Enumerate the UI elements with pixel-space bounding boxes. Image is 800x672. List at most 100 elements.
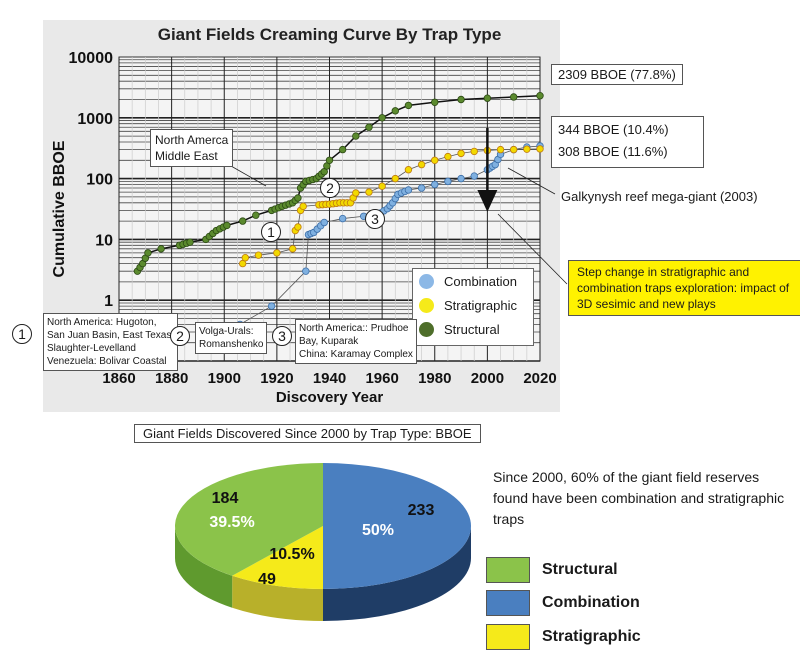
combination-percent-label: 50% — [362, 522, 394, 539]
x-tick-label: 1940 — [313, 370, 346, 387]
structural-value-label: 184 — [212, 490, 239, 507]
data-point — [299, 202, 307, 211]
x-tick-label: 1980 — [418, 370, 451, 387]
x-tick-label: 1960 — [365, 370, 398, 387]
data-point — [325, 156, 334, 164]
legend-label: Stratigraphic — [444, 297, 517, 313]
pie-legend-structural: Structural — [486, 557, 618, 583]
data-point — [365, 188, 373, 196]
note-line: North America: Hugoton, — [47, 317, 157, 328]
data-point — [536, 92, 544, 100]
data-point — [378, 182, 386, 190]
marker-2: 2 — [320, 178, 340, 198]
data-point — [252, 211, 260, 219]
stratigraphic-value-label: 49 — [258, 571, 276, 588]
note-line: Venezuela: Bolivar Coastal — [47, 356, 167, 367]
data-point — [483, 94, 492, 102]
legend-structural: Structural — [413, 317, 533, 341]
data-point — [338, 214, 347, 223]
marker-3: 3 — [365, 209, 385, 229]
data-point — [144, 249, 152, 257]
data-point — [157, 245, 165, 253]
x-tick-label: 2000 — [471, 370, 504, 387]
data-point — [294, 194, 302, 202]
data-point — [391, 107, 399, 115]
x-tick-label: 1920 — [260, 370, 293, 387]
data-point — [238, 217, 247, 225]
data-point — [496, 145, 505, 154]
pie-legend-stratigraphic: Stratigraphic — [486, 624, 641, 650]
legend-combination: Combination — [413, 269, 533, 293]
note-line: Volga-Urals: — [199, 326, 254, 337]
leader-line — [507, 167, 556, 195]
y-tick-label: 1000 — [77, 111, 113, 128]
data-point — [431, 156, 439, 164]
data-point — [352, 189, 360, 197]
step-change-note: Step change in stratigraphic and combina… — [568, 260, 800, 316]
x-tick-label: 1900 — [208, 370, 241, 387]
data-point — [509, 145, 518, 154]
legend-label: Combination — [542, 594, 640, 611]
legend-label: Combination — [444, 273, 517, 289]
stratigraphic-swatch-icon — [486, 624, 530, 650]
data-point — [536, 145, 544, 153]
data-point — [509, 93, 518, 101]
legend-label: Structural — [542, 561, 618, 578]
north-america-middle-east-label: North Amerca Middle East — [150, 129, 234, 167]
data-point — [288, 245, 297, 253]
leader-line — [497, 213, 568, 285]
pie-side-combination — [323, 526, 471, 621]
note-marker-1: 1 — [12, 324, 32, 344]
data-point — [241, 254, 249, 262]
galkynysh-annotation: Galkynysh reef mega-giant (2003) — [561, 189, 758, 204]
combination-dot-icon — [419, 273, 434, 289]
data-point — [457, 174, 465, 183]
note-marker-2: 2 — [170, 326, 190, 346]
structural-swatch-icon — [486, 557, 530, 583]
data-point — [470, 172, 478, 180]
pie-slice-combination — [323, 463, 471, 589]
chart-title: Giant Fields Creaming Curve By Trap Type — [158, 25, 502, 44]
x-tick-label: 2020 — [523, 370, 556, 387]
data-point — [404, 166, 413, 174]
data-point — [320, 218, 328, 227]
structural-percent-label: 39.5% — [209, 514, 254, 531]
data-point — [417, 160, 426, 169]
structural-dot-icon — [419, 321, 434, 337]
structural-total-label: 2309 BBOE (77.8%) — [551, 64, 683, 85]
data-point — [457, 95, 465, 104]
legend-stratigraphic: Stratigraphic — [413, 293, 533, 317]
legend-label: Structural — [444, 321, 500, 337]
pie-side-structural — [175, 526, 233, 608]
stratigraphic-total-label: 308 BBOE (11.6%) — [558, 144, 668, 159]
data-point — [186, 238, 194, 246]
pie-slice-stratigraphic — [232, 526, 323, 589]
pie-legend-combination: Combination — [486, 590, 640, 616]
pie-title: Giant Fields Discovered Since 2000 by Tr… — [134, 424, 481, 443]
pie-side-stratigraphic — [232, 575, 323, 621]
note-line: Romanshenko — [199, 339, 264, 350]
y-axis-label: Cumulative BBOE — [51, 140, 68, 277]
note-1: North America: Hugoton, San Juan Basin, … — [43, 313, 179, 371]
note-line: Slaughter-Levelland — [47, 343, 136, 354]
creaming-curve-chart: Giant Fields Creaming Curve By Trap Type… — [51, 25, 568, 406]
series-line-stratigraphic — [242, 148, 541, 264]
note-3: North America:: Prudhoe Bay, Kuparak Chi… — [295, 319, 417, 364]
note-line: Bay, Kuparak — [299, 336, 359, 347]
data-point — [444, 177, 452, 186]
data-point — [352, 132, 360, 140]
arrow-head-icon — [477, 190, 498, 212]
data-point — [365, 123, 373, 131]
note-marker-3: 3 — [272, 326, 292, 346]
note-line: North America:: Prudhoe — [299, 323, 409, 334]
data-point — [431, 180, 439, 189]
y-tick-label: 10 — [95, 232, 113, 249]
combination-total-label: 344 BBOE (10.4%) — [558, 122, 669, 137]
data-point — [431, 98, 439, 106]
x-tick-label: 1860 — [102, 370, 135, 387]
note-line: China: Karamay Complex — [299, 349, 413, 360]
combination-stratigraphic-totals-box: 344 BBOE (10.4%) 308 BBOE (11.6%) — [551, 116, 704, 168]
data-point — [444, 152, 452, 161]
data-point — [267, 302, 276, 310]
